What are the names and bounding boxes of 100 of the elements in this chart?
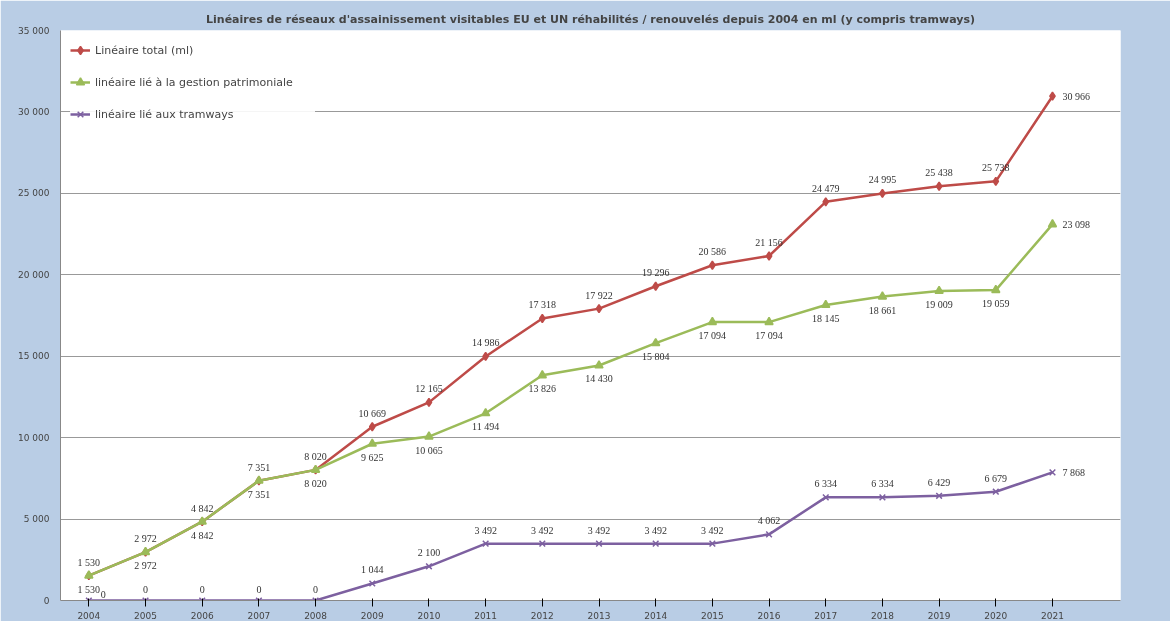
y-tick-label: 25 000 [18,188,50,199]
legend-label: linéaire lié aux tramways [95,107,235,121]
x-tick-label: 2004 [77,610,101,621]
point [822,197,830,207]
data-label: 1 530 [77,556,101,568]
x-tick-label: 2008 [304,610,328,621]
point [991,284,1001,294]
y-tick-label: 35 000 [18,25,50,36]
x-tick-label: 2018 [870,610,895,621]
x-tick-label: 2007 [247,610,271,621]
data-label: 0 [313,583,319,595]
x-tick-label: 2014 [644,610,668,621]
data-label: 4 842 [190,502,214,514]
data-label: 10 669 [358,407,387,419]
data-label: 2 972 [134,533,157,545]
point [650,337,661,347]
data-label: 17 922 [585,289,613,301]
data-label: 10 065 [415,444,443,456]
data-label: 17 318 [528,299,557,311]
y-tick-label: 30 000 [18,106,50,117]
point [595,303,603,314]
data-label: 8 020 [304,477,327,489]
point [482,351,490,362]
legend-label: linéaire lié à la gestion patrimoniale [95,75,294,89]
point [1049,91,1056,101]
data-label: 1 530 [77,583,101,595]
x-tick-label: 2016 [757,610,781,621]
data-label: 6 334 [871,478,894,490]
x-tick-label: 2005 [134,610,157,621]
point [424,431,434,440]
data-label: 24 995 [868,174,897,186]
data-label: 19 296 [641,267,670,279]
point [708,540,716,548]
x-tick-label: 2015 [700,610,724,621]
data-label: 18 145 [811,313,840,324]
point [595,540,603,548]
data-label: 2 972 [134,560,157,572]
point [820,299,831,309]
data-label: 17 094 [698,330,727,342]
x-tick-label: 2019 [927,610,951,621]
point [538,313,546,324]
data-label: 3 492 [474,524,497,536]
data-label: 4 062 [757,515,781,527]
data-label: 3 492 [701,524,724,536]
x-tick-label: 2021 [1041,610,1064,621]
x-tick-label: 2009 [360,610,384,621]
data-label: 0 [199,583,205,595]
point [764,316,774,326]
data-label: 7 868 [1062,466,1085,478]
data-label: 2 100 [417,547,441,559]
data-label: 19 059 [982,298,1010,310]
data-label: 3 492 [587,524,611,536]
point [1047,218,1058,228]
data-label: 7 351 [247,488,271,500]
point [765,251,773,261]
point [367,438,378,447]
y-tick-label: 10 000 [18,432,50,443]
data-label: 30 966 [1062,90,1090,102]
data-label: 25 438 [925,167,953,179]
x-tick-label: 2020 [984,610,1008,621]
point [652,281,660,291]
data-label: 6 429 [927,476,951,488]
point [934,285,944,294]
data-label: 23 098 [1062,218,1090,230]
x-tick-label: 2013 [587,610,611,621]
x-tick-label: 2010 [417,610,441,621]
data-label: 0 [143,583,149,595]
data-label: 3 492 [531,524,554,536]
data-label: 3 492 [644,524,667,536]
y-tick-label: 15 000 [18,351,50,362]
data-label: 24 479 [811,182,840,194]
point [708,260,716,270]
point [538,540,546,548]
data-label: 21 156 [755,236,783,248]
x-tick-label: 2012 [530,610,554,621]
point [935,181,943,191]
data-label: 0 [100,589,106,600]
data-label: 7 351 [247,461,271,473]
data-label: 6 679 [984,472,1008,484]
data-label: 4 842 [190,529,214,541]
data-label: 18 661 [868,304,897,316]
point [480,407,491,417]
data-label: 8 020 [304,450,327,462]
point [594,360,604,369]
data-label: 14 986 [471,337,500,349]
point [482,540,490,548]
chart-title: Linéaires de réseaux d'assainissement visitables EU et UN réhabilités / renouvelés depuis 2004 en ml (y compris tramways) [206,12,975,26]
data-label: 12 165 [415,383,443,395]
data-label: 17 094 [755,330,783,342]
data-label: 20 586 [698,246,727,258]
legend-label: Linéaire total (ml) [95,43,195,57]
y-tick-label: 0 [43,595,50,606]
data-label: 19 009 [925,298,953,310]
y-tick-label: 20 000 [18,269,50,280]
x-tick-label: 2011 [474,610,498,621]
point [877,291,888,300]
x-tick-label: 2006 [190,610,214,621]
x-tick-label: 2017 [814,610,838,621]
y-tick-label: 5 000 [23,514,50,525]
data-label: 14 430 [585,373,613,385]
